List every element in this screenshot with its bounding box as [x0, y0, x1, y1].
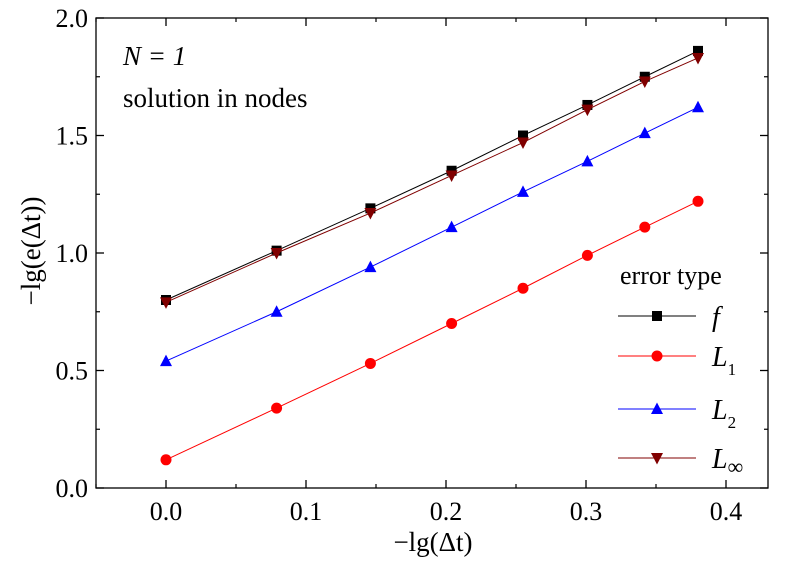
data-point: [270, 248, 283, 260]
legend-label: f: [712, 302, 723, 333]
x-tick-label: 0.3: [570, 497, 603, 526]
legend-entry: L2: [618, 395, 736, 432]
x-axis-label: −lg(Δt): [393, 527, 472, 557]
y-tick-label: 1.0: [56, 239, 89, 268]
data-point: [638, 76, 651, 88]
data-point: [638, 126, 651, 139]
data-point: [517, 282, 529, 294]
legend-marker: [651, 453, 663, 465]
data-point: [581, 249, 593, 261]
data-point: [517, 185, 529, 197]
data-series: [160, 45, 704, 466]
series-l2: [160, 100, 704, 367]
data-point: [692, 195, 704, 207]
annotations: N = 1 solution in nodes: [122, 41, 308, 113]
data-point: [518, 130, 528, 141]
data-point: [692, 100, 704, 113]
legend-marker: [651, 402, 663, 414]
legend-label: L2: [711, 395, 736, 432]
x-tick-label: 0.1: [290, 497, 323, 526]
data-point: [364, 357, 376, 369]
annotation-solution: solution in nodes: [123, 83, 308, 113]
y-tick-label: 0.0: [56, 474, 89, 503]
data-point: [160, 297, 172, 309]
y-axis-label: −lg(e(Δt)): [16, 196, 46, 305]
series-lx: [160, 52, 704, 309]
series-line: [165, 57, 699, 303]
legend-entry: f: [618, 302, 723, 333]
data-point: [160, 454, 172, 466]
series-l1: [160, 195, 704, 466]
data-point: [692, 52, 704, 65]
x-tick-label: 0.4: [710, 497, 743, 526]
data-point: [517, 137, 529, 150]
series-line: [165, 200, 699, 461]
data-point: [581, 154, 594, 167]
data-point: [639, 221, 651, 233]
legend-entry: L1: [618, 342, 736, 379]
y-tick-label: 1.5: [56, 122, 89, 151]
data-point: [364, 208, 377, 220]
data-point: [446, 318, 458, 329]
data-point: [270, 305, 283, 317]
x-tick-label: 0.0: [150, 497, 183, 526]
data-point: [581, 104, 594, 117]
axis-ticks: 0.0 0.1 0.2 0.3 0.4 0.0 0.5 1.0 1.5 2.0: [56, 4, 768, 526]
data-point: [445, 170, 458, 182]
data-point: [693, 45, 703, 56]
annotation-n: N = 1: [122, 41, 186, 71]
legend-marker: [651, 350, 663, 362]
x-tick-label: 0.2: [430, 497, 463, 526]
legend: error type f L1 L2 L∞: [618, 261, 743, 479]
data-point: [445, 220, 458, 233]
legend-marker: [652, 311, 662, 321]
series-line: [165, 50, 699, 301]
data-point: [271, 402, 283, 414]
data-point: [364, 260, 377, 273]
legend-label: L∞: [711, 444, 743, 479]
legend-entry: L∞: [618, 444, 743, 479]
y-tick-label: 2.0: [56, 4, 89, 33]
data-point: [160, 354, 172, 367]
legend-title: error type: [620, 261, 722, 290]
legend-label: L1: [711, 342, 736, 379]
series-line: [165, 106, 699, 362]
y-tick-label: 0.5: [56, 357, 89, 386]
